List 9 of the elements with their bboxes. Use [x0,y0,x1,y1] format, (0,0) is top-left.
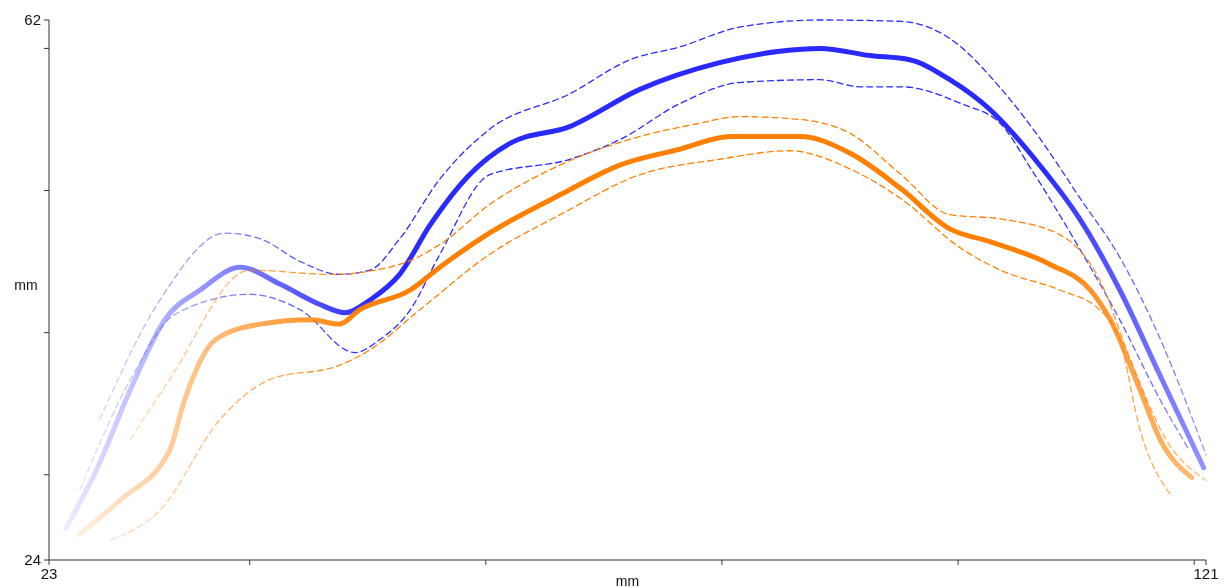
x-tick-label: 23 [40,565,58,582]
y-axis-title: mm [14,277,38,293]
x-axis-title: mm [615,573,640,588]
y-tick-label: 24 [24,551,41,568]
x-tick-label: 121 [1193,565,1219,582]
y-tick-label: 62 [24,11,41,28]
line-series [79,79,1191,492]
line-series [99,19,1207,456]
line-series [129,115,1207,482]
